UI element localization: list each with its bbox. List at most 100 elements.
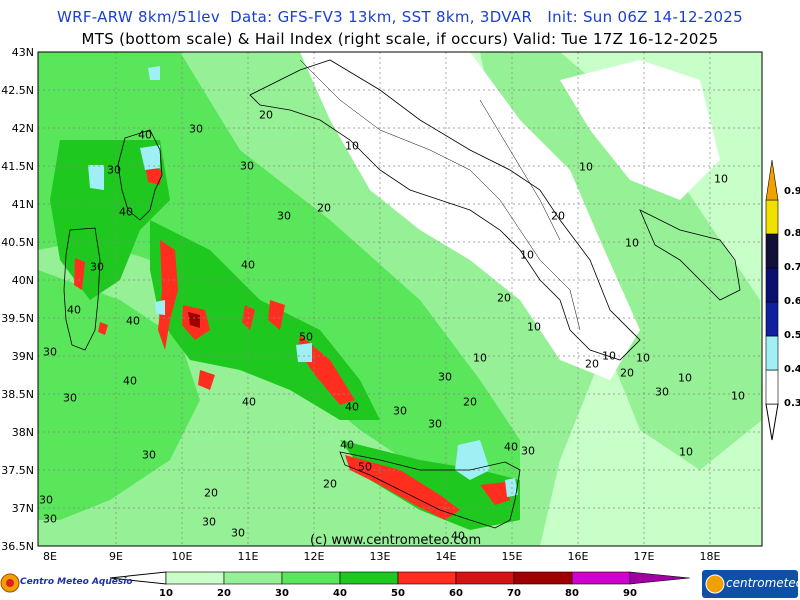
contour-label: 10	[678, 371, 692, 385]
contour-label: 40	[242, 395, 256, 409]
lon-label: 12E	[303, 550, 325, 563]
hail-scale-label: 0.9	[784, 186, 800, 197]
lon-label: 13E	[369, 550, 391, 563]
mts-scale-label: 20	[217, 588, 231, 599]
contour-label: 20	[317, 201, 331, 215]
contour-label: 10	[520, 248, 534, 262]
contour-label: 10	[579, 160, 593, 174]
lat-label: 42N	[11, 122, 34, 135]
contour-label: 40	[241, 258, 255, 272]
mts-scale-label: 40	[333, 588, 347, 599]
contour-label: 10	[714, 172, 728, 186]
mts-color-swatch	[571, 571, 631, 585]
contour-label: 30	[438, 370, 452, 384]
contour-label: 20	[551, 209, 565, 223]
contour-label: 10	[625, 236, 639, 250]
hail-scale-label: 0.6	[784, 296, 800, 307]
mts-scale-label: 30	[275, 588, 289, 599]
mts-scale-label: 90	[623, 588, 637, 599]
mts-scale-label: 50	[391, 588, 405, 599]
contour-label: 20	[463, 395, 477, 409]
contour-label: 30	[90, 260, 104, 274]
contour-label: 10	[731, 389, 745, 403]
mts-color-swatch	[397, 571, 457, 585]
contour-label: 40	[67, 303, 81, 317]
mts-color-swatch	[281, 571, 341, 585]
contour-label: 30	[142, 448, 156, 462]
lat-label: 40.5N	[1, 236, 34, 249]
contour-label: 40	[504, 440, 518, 454]
contour-label: 30	[240, 159, 254, 173]
mts-scale-label: 80	[565, 588, 579, 599]
lon-label: 15E	[501, 550, 523, 563]
contour-label: 10	[527, 320, 541, 334]
contour-label: 40	[340, 438, 354, 452]
map-header-line2: MTS (bottom scale) & Hail Index (right s…	[81, 30, 719, 48]
mts-color-swatch	[165, 571, 225, 585]
contour-label: 40	[126, 314, 140, 328]
mts-colorbar	[109, 571, 691, 585]
mts-field	[38, 52, 762, 546]
lat-label: 39N	[11, 350, 34, 363]
contour-label: 30	[189, 122, 203, 136]
contour-label: 10	[345, 139, 359, 153]
map-credit: (c) www.centrometeo.com	[310, 533, 482, 548]
lat-label: 40N	[11, 274, 34, 287]
hail-scale-label: 0.8	[784, 228, 800, 239]
lon-label: 18E	[699, 550, 721, 563]
lat-label: 42.5N	[1, 84, 34, 97]
lat-label: 39.5N	[1, 312, 34, 325]
lon-label: 10E	[171, 550, 193, 563]
lon-label: 11E	[237, 550, 259, 563]
map-header-line1: WRF-ARW 8km/51lev Data: GFS-FV3 13km, SS…	[57, 8, 743, 26]
contour-label: 30	[521, 444, 535, 458]
coastlines	[63, 59, 741, 529]
contour-label: 40	[345, 400, 359, 414]
logo-left-icon	[0, 573, 20, 593]
lat-label: 36.5N	[1, 540, 34, 553]
hail-scale-label: 0.7	[784, 262, 800, 273]
logo-right-label: centrometeo	[726, 576, 800, 590]
hail-colorbar	[765, 159, 779, 441]
logo-right-icon	[702, 570, 798, 598]
hail-color-swatch	[765, 335, 779, 371]
region-borders	[299, 59, 581, 331]
hail-color-swatch	[765, 301, 779, 337]
contour-label: 40	[138, 128, 152, 142]
lat-label: 38N	[11, 426, 34, 439]
plot-frame	[37, 51, 763, 547]
contour-label: 10	[679, 445, 693, 459]
hail-scale-label: 0.5	[784, 330, 800, 341]
contour-label: 20	[497, 291, 511, 305]
contour-label: 30	[231, 526, 245, 540]
contour-label: 30	[655, 385, 669, 399]
contour-label: 10	[636, 351, 650, 365]
contour-label: 30	[39, 493, 53, 507]
contour-label: 50	[299, 330, 313, 344]
hail-color-swatch	[765, 159, 779, 201]
contour-label: 30	[43, 512, 57, 526]
lat-label: 41N	[11, 198, 34, 211]
lon-label: 8E	[43, 550, 57, 563]
lon-label: 14E	[435, 550, 457, 563]
lon-label: 17E	[633, 550, 655, 563]
lon-label: 9E	[109, 550, 123, 563]
contour-label: 20	[585, 357, 599, 371]
contour-label: 10	[602, 349, 616, 363]
contour-label: 40	[451, 529, 465, 543]
logo-left-label: Centro Meteo Aquesio	[20, 577, 133, 587]
contour-label: 40	[123, 374, 137, 388]
contour-label: 30	[277, 209, 291, 223]
mts-color-swatch	[629, 571, 691, 585]
mts-color-swatch	[455, 571, 515, 585]
hail-color-swatch	[765, 267, 779, 303]
hail-scale-label: 0.4	[784, 364, 800, 375]
mts-color-swatch	[513, 571, 573, 585]
lon-label: 16E	[567, 550, 589, 563]
contour-label: 30	[63, 391, 77, 405]
contour-label: 30	[393, 404, 407, 418]
contour-label: 20	[620, 366, 634, 380]
mts-color-swatch	[223, 571, 283, 585]
hail-color-swatch	[765, 369, 779, 405]
